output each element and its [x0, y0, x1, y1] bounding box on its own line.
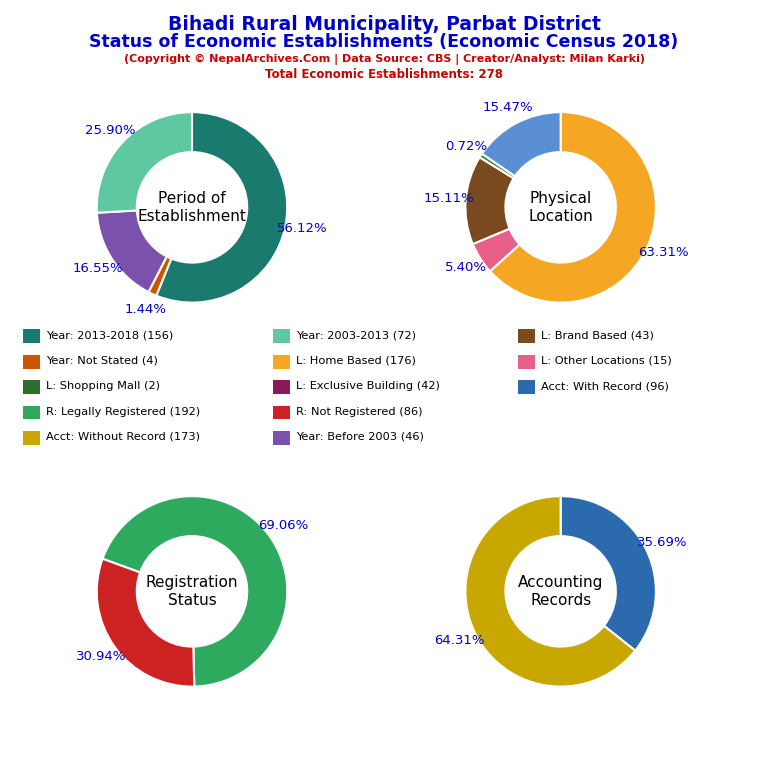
Text: Period of
Establishment: Period of Establishment [137, 191, 247, 223]
Wedge shape [465, 496, 635, 687]
Text: 0.72%: 0.72% [445, 140, 488, 153]
Text: 1.44%: 1.44% [124, 303, 166, 316]
Text: Physical
Location: Physical Location [528, 191, 593, 223]
Wedge shape [473, 229, 520, 271]
Text: Year: Before 2003 (46): Year: Before 2003 (46) [296, 432, 424, 442]
Text: Year: 2003-2013 (72): Year: 2003-2013 (72) [296, 330, 415, 341]
Wedge shape [97, 559, 194, 687]
Text: Acct: With Record (96): Acct: With Record (96) [541, 381, 670, 392]
Text: Accounting
Records: Accounting Records [518, 575, 604, 607]
Text: L: Shopping Mall (2): L: Shopping Mall (2) [46, 381, 160, 392]
Wedge shape [148, 257, 171, 296]
Text: L: Brand Based (43): L: Brand Based (43) [541, 330, 654, 341]
Text: Acct: Without Record (173): Acct: Without Record (173) [46, 432, 200, 442]
Text: 15.11%: 15.11% [423, 192, 474, 205]
Text: 63.31%: 63.31% [638, 247, 689, 260]
Wedge shape [97, 112, 192, 213]
Wedge shape [490, 112, 656, 303]
Text: Year: Not Stated (4): Year: Not Stated (4) [46, 356, 158, 366]
Text: 15.47%: 15.47% [483, 101, 534, 114]
Wedge shape [97, 210, 167, 292]
Text: R: Not Registered (86): R: Not Registered (86) [296, 406, 422, 417]
Text: Total Economic Establishments: 278: Total Economic Establishments: 278 [265, 68, 503, 81]
Text: 64.31%: 64.31% [434, 634, 485, 647]
Text: 30.94%: 30.94% [75, 650, 126, 664]
Text: 5.40%: 5.40% [445, 261, 487, 274]
Text: 35.69%: 35.69% [637, 536, 687, 549]
Text: (Copyright © NepalArchives.Com | Data Source: CBS | Creator/Analyst: Milan Karki: (Copyright © NepalArchives.Com | Data So… [124, 54, 644, 65]
Wedge shape [561, 496, 656, 650]
Wedge shape [480, 154, 515, 178]
Text: L: Exclusive Building (42): L: Exclusive Building (42) [296, 381, 439, 392]
Wedge shape [482, 112, 561, 176]
Wedge shape [465, 157, 514, 244]
Text: 16.55%: 16.55% [72, 262, 123, 275]
Wedge shape [102, 496, 287, 687]
Wedge shape [157, 112, 287, 303]
Text: Status of Economic Establishments (Economic Census 2018): Status of Economic Establishments (Econo… [89, 33, 679, 51]
Text: 69.06%: 69.06% [258, 519, 309, 532]
Text: Bihadi Rural Municipality, Parbat District: Bihadi Rural Municipality, Parbat Distri… [167, 15, 601, 35]
Text: Year: 2013-2018 (156): Year: 2013-2018 (156) [46, 330, 174, 341]
Text: 25.90%: 25.90% [85, 124, 136, 137]
Text: L: Home Based (176): L: Home Based (176) [296, 356, 415, 366]
Text: 56.12%: 56.12% [277, 222, 328, 235]
Text: Registration
Status: Registration Status [146, 575, 238, 607]
Text: R: Legally Registered (192): R: Legally Registered (192) [46, 406, 200, 417]
Text: L: Other Locations (15): L: Other Locations (15) [541, 356, 672, 366]
